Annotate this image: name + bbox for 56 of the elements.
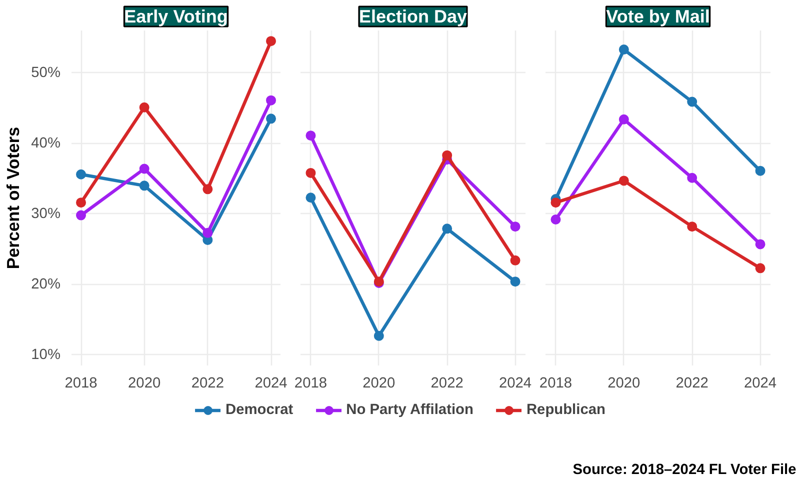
x-tick-label: 2020 [128, 376, 161, 392]
point [139, 164, 150, 174]
y-tick-label: 30% [31, 206, 61, 222]
x-tick-label: 2022 [676, 376, 708, 392]
chart-title: Election Day [358, 6, 468, 26]
point [306, 130, 316, 141]
point [618, 114, 629, 124]
point [76, 169, 86, 180]
legend-label: Republican [526, 402, 606, 418]
chart-title: Vote by Mail [606, 6, 710, 26]
point [374, 330, 384, 341]
point [442, 150, 452, 160]
point [266, 36, 276, 46]
point [76, 198, 86, 208]
chart-title: Early Voting [124, 6, 228, 26]
point [266, 95, 276, 106]
point [687, 96, 698, 107]
point [510, 255, 520, 266]
point [306, 168, 316, 178]
x-tick-label: 2018 [539, 376, 572, 392]
point [755, 166, 766, 176]
point [76, 210, 86, 220]
y-tick-label: 50% [31, 64, 61, 81]
point [687, 172, 698, 183]
point [139, 102, 150, 112]
x-tick-label: 2020 [608, 376, 640, 392]
point [618, 176, 629, 186]
point [687, 222, 698, 232]
x-tick-label: 2018 [64, 376, 98, 392]
y-tick-label: 40% [31, 135, 61, 152]
point [266, 114, 276, 124]
x-tick-label: 2018 [294, 376, 328, 392]
point [550, 198, 561, 208]
x-tick-label: 2020 [362, 376, 396, 392]
point [139, 180, 150, 191]
x-tick-label: 2022 [191, 376, 224, 392]
legend-label: No Party Affilation [346, 402, 474, 418]
y-tick-label: 20% [31, 276, 61, 292]
legend-label: Democrat [226, 402, 294, 418]
point [442, 224, 452, 234]
point [510, 276, 520, 287]
point [618, 44, 629, 55]
point [755, 263, 766, 274]
x-tick-label: 2024 [498, 376, 532, 392]
source-note: Source: 2018–2024 FL Voter File [572, 462, 796, 478]
point [202, 228, 213, 238]
x-tick-label: 2024 [744, 376, 777, 392]
y-tick-label: 10% [31, 346, 61, 363]
point [755, 239, 766, 250]
point [202, 184, 213, 194]
x-tick-label: 2022 [430, 376, 464, 392]
x-tick-label: 2024 [254, 376, 288, 392]
point [510, 222, 520, 232]
point [550, 214, 561, 224]
y-axis-title: Percent of Voters [3, 126, 24, 270]
point [306, 192, 316, 203]
